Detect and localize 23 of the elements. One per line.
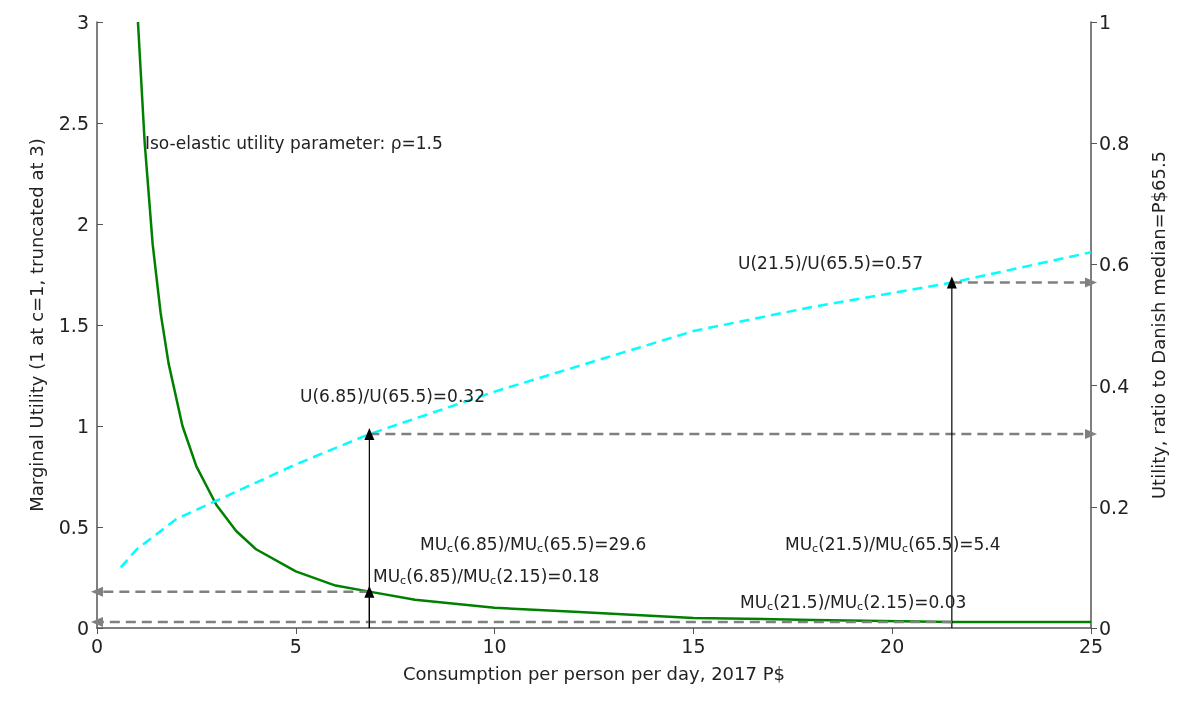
x-tick-label: 5 xyxy=(289,634,302,657)
y2-tick-label: 0.4 xyxy=(1099,374,1130,397)
annotation: U(6.85)/U(65.5)=0.32 xyxy=(300,385,485,406)
y2-tick-label: 1 xyxy=(1099,11,1112,33)
x-tick-label: 20 xyxy=(880,634,905,657)
y2-tick-label: 0.8 xyxy=(1099,132,1130,155)
y-axis-title: Marginal Utility (1 at c=1, truncated at 3) xyxy=(25,138,47,512)
y2-tick-label: 0.6 xyxy=(1099,253,1130,276)
y-tick-label: 2 xyxy=(76,213,89,235)
annotation: U(21.5)/U(65.5)=0.57 xyxy=(738,252,923,273)
x-tick-label: 15 xyxy=(681,634,706,657)
y-tick-label: 1 xyxy=(76,415,89,437)
y2-tick-label: 0.2 xyxy=(1099,495,1130,518)
y2-axis-title: Utility, ratio to Danish median=P$65.5 xyxy=(1147,150,1169,500)
y-tick-label: 0.5 xyxy=(58,516,89,538)
y-tick-label: 1.5 xyxy=(58,314,89,336)
annotation: Iso-elastic utility parameter: ρ=1.5 xyxy=(145,132,443,153)
y-tick-label: 3 xyxy=(76,11,89,33)
y-tick-label: 0 xyxy=(76,617,89,639)
y-tick-label: 2.5 xyxy=(58,112,89,134)
x-tick-label: 10 xyxy=(482,634,507,657)
x-tick-label: 0 xyxy=(90,634,104,657)
x-axis-title: Consumption per person per day, 2017 P$ xyxy=(403,662,785,684)
